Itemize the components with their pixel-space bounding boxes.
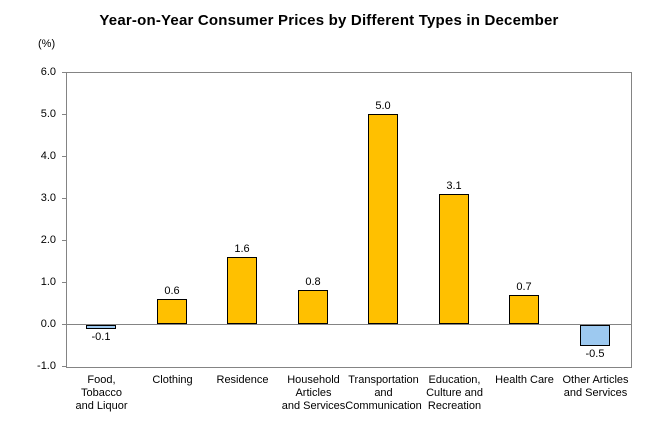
bar-value-label: 1.6 [234, 243, 250, 255]
y-axis-tick-label: 4.0 [40, 150, 56, 162]
bar [298, 290, 328, 324]
x-axis-category-label: Transportation and Communication [345, 374, 422, 412]
y-axis-tick-label: 3.0 [40, 192, 56, 204]
y-axis-tick-label: 6.0 [40, 66, 56, 78]
x-axis-category-label: Education, Culture and Recreation [426, 374, 483, 412]
bar-value-label: 0.8 [305, 276, 321, 288]
x-axis-category-label: Health Care [495, 374, 554, 386]
y-axis-tick-mark [62, 198, 66, 199]
y-axis-tick-label: 0.0 [40, 318, 56, 330]
bar-value-label: 0.7 [516, 281, 532, 293]
y-axis-tick-mark [62, 240, 66, 241]
bar [227, 257, 257, 324]
bar [509, 295, 539, 324]
zero-gridline [67, 324, 631, 325]
bar-value-label: 5.0 [375, 100, 391, 112]
bar-value-label: 3.1 [446, 180, 462, 192]
bar-value-label: -0.5 [585, 348, 605, 360]
y-axis-tick-label: -1.0 [37, 360, 56, 372]
y-axis-tick-mark [62, 114, 66, 115]
bar-value-label: 0.6 [164, 285, 180, 297]
x-axis-category-label: Household Articles and Services [281, 374, 346, 412]
bar [368, 114, 398, 324]
y-axis-tick-label: 1.0 [40, 276, 56, 288]
x-axis-category-label: Other Articles and Services [562, 374, 629, 399]
y-axis-unit-label: (%) [38, 38, 56, 50]
y-axis-tick-mark [62, 72, 66, 73]
y-axis-tick-mark [62, 324, 66, 325]
y-axis-tick-mark [62, 156, 66, 157]
y-axis-tick-mark [62, 366, 66, 367]
bar-value-label: -0.1 [91, 331, 111, 343]
bar [86, 325, 116, 329]
bar [439, 194, 469, 324]
y-axis-tick-label: 2.0 [40, 234, 56, 246]
x-axis-category-label: Clothing [152, 374, 193, 386]
y-axis-tick-mark [62, 282, 66, 283]
chart-title: Year-on-Year Consumer Prices by Differen… [99, 12, 559, 29]
x-axis-category-label: Food, Tobacco and Liquor [75, 374, 128, 412]
bar [157, 299, 187, 324]
x-axis-category-label: Residence [216, 374, 269, 386]
y-axis-tick-label: 5.0 [40, 108, 56, 120]
bar [580, 325, 610, 346]
